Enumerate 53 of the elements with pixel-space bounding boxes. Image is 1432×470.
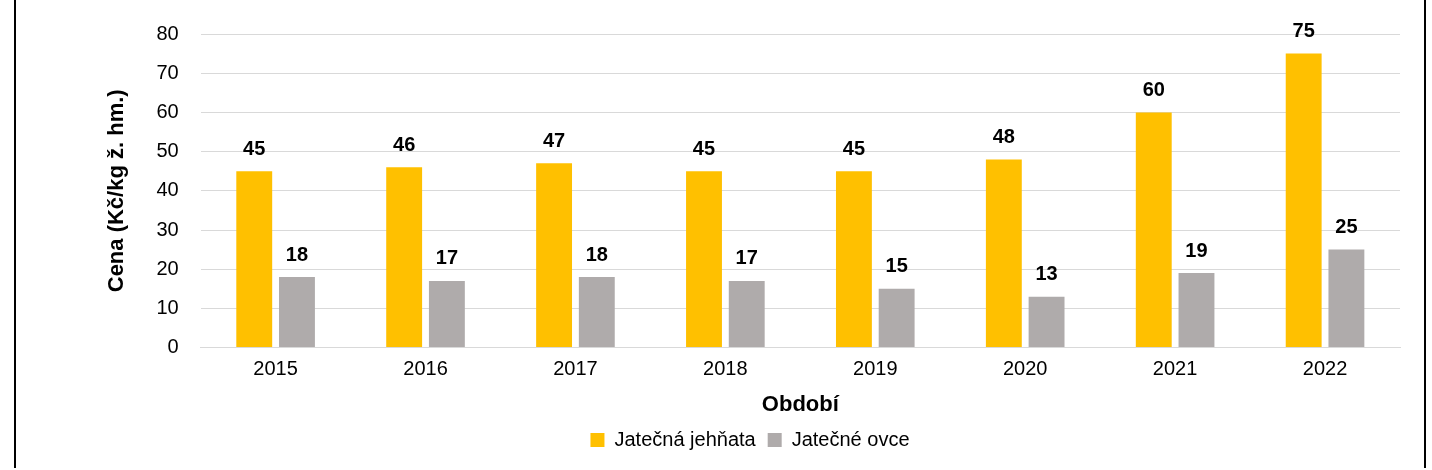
y-tick-label: 50	[156, 139, 179, 162]
bar	[536, 163, 573, 348]
x-tick-label: 2021	[1152, 357, 1198, 380]
data-label: 15	[885, 254, 908, 277]
data-label: 18	[285, 242, 309, 265]
bar	[835, 171, 872, 348]
bar	[1178, 273, 1215, 348]
bar	[236, 171, 273, 348]
y-tick-label: 10	[156, 295, 179, 318]
data-label: 18	[585, 242, 608, 265]
bar	[878, 288, 915, 348]
data-label: 75	[1292, 19, 1315, 42]
x-tick-label: 2018	[703, 357, 748, 380]
data-label: 25	[1335, 215, 1358, 238]
data-label: 60	[1142, 77, 1165, 100]
data-label: 45	[243, 136, 266, 159]
bar	[279, 277, 315, 348]
bar	[578, 277, 615, 348]
y-tick-label: 0	[167, 335, 179, 358]
legend-label: Jatečná jehňata	[614, 427, 757, 450]
data-label: 17	[735, 246, 758, 269]
bar	[728, 280, 765, 348]
data-label: 47	[542, 128, 566, 151]
bar	[386, 167, 423, 348]
x-tick-label: 2022	[1302, 357, 1348, 380]
bar	[1135, 112, 1172, 348]
x-tick-label: 2020	[1002, 357, 1048, 380]
x-tick-label: 2017	[553, 357, 598, 380]
data-label: 45	[842, 136, 866, 159]
y-tick-label: 80	[156, 21, 179, 44]
x-tick-label: 2015	[253, 357, 298, 380]
bar	[985, 159, 1022, 348]
data-label: 46	[393, 132, 416, 155]
y-tick-label: 20	[156, 256, 179, 279]
data-label: 45	[692, 136, 716, 159]
bar	[1328, 249, 1365, 348]
y-tick-label: 40	[156, 178, 179, 201]
y-tick-label: 70	[156, 60, 179, 83]
data-label: 13	[1035, 262, 1058, 285]
bar	[1028, 296, 1065, 348]
legend-label: Jatečné ovce	[791, 427, 910, 450]
data-label: 17	[435, 246, 459, 269]
y-tick-label: 30	[156, 217, 179, 240]
bar	[686, 171, 722, 348]
x-axis-title: Období	[761, 390, 840, 416]
data-label: 48	[992, 124, 1015, 147]
data-label: 19	[1185, 238, 1208, 261]
x-tick-label: 2019	[853, 357, 898, 380]
y-axis-title: Cena (Kč/kg ž. hm.)	[103, 89, 129, 293]
bar	[428, 280, 465, 348]
y-tick-label: 60	[156, 99, 179, 122]
bar	[1285, 53, 1322, 348]
x-tick-label: 2016	[403, 357, 448, 380]
